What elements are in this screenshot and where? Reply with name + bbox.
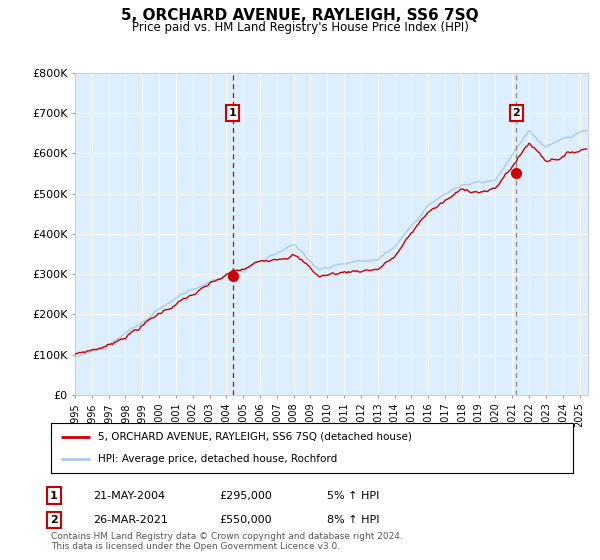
Text: 5, ORCHARD AVENUE, RAYLEIGH, SS6 7SQ (detached house): 5, ORCHARD AVENUE, RAYLEIGH, SS6 7SQ (de… bbox=[98, 432, 412, 442]
Text: 2: 2 bbox=[50, 515, 58, 525]
Text: 8% ↑ HPI: 8% ↑ HPI bbox=[327, 515, 380, 525]
Text: Price paid vs. HM Land Registry's House Price Index (HPI): Price paid vs. HM Land Registry's House … bbox=[131, 21, 469, 35]
Text: 1: 1 bbox=[50, 491, 58, 501]
Text: 26-MAR-2021: 26-MAR-2021 bbox=[93, 515, 168, 525]
Text: Contains HM Land Registry data © Crown copyright and database right 2024.
This d: Contains HM Land Registry data © Crown c… bbox=[51, 531, 403, 551]
Text: £295,000: £295,000 bbox=[219, 491, 272, 501]
Text: 5% ↑ HPI: 5% ↑ HPI bbox=[327, 491, 379, 501]
Text: 21-MAY-2004: 21-MAY-2004 bbox=[93, 491, 165, 501]
Text: £550,000: £550,000 bbox=[219, 515, 272, 525]
Text: 2: 2 bbox=[512, 108, 520, 118]
Text: 1: 1 bbox=[229, 108, 236, 118]
Text: 5, ORCHARD AVENUE, RAYLEIGH, SS6 7SQ: 5, ORCHARD AVENUE, RAYLEIGH, SS6 7SQ bbox=[121, 8, 479, 23]
Text: HPI: Average price, detached house, Rochford: HPI: Average price, detached house, Roch… bbox=[98, 454, 337, 464]
